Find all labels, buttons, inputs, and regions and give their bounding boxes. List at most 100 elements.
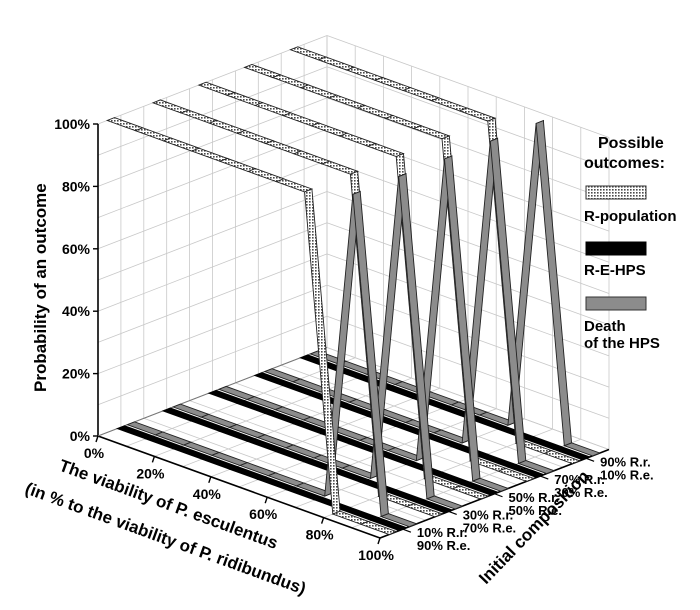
composition-re: 30% R.e. — [554, 485, 607, 500]
legend-swatch-death — [585, 296, 647, 311]
r-population-ribbon — [162, 137, 201, 152]
z-tick-mark — [494, 493, 503, 498]
legend-swatch-r-population — [585, 185, 647, 200]
y-tick-label: 0% — [70, 428, 91, 444]
r-population-ribbon — [197, 81, 236, 96]
r-population-ribbon — [243, 64, 282, 79]
r-population-ribbon — [310, 122, 349, 137]
grid-line — [97, 284, 328, 374]
grid-line — [97, 35, 328, 125]
y-tick-label: 40% — [62, 303, 91, 319]
grid-line — [97, 128, 328, 218]
r-population-ribbon — [320, 160, 359, 175]
death-spike — [398, 173, 435, 500]
legend-title-line2: outcomes: — [584, 155, 665, 172]
legend-label-death-line2: of the HPS — [584, 335, 660, 352]
grid-line — [97, 159, 328, 250]
r-population-ribbon — [401, 87, 440, 102]
r-population-ribbon — [105, 117, 144, 132]
r-population-ribbon — [264, 140, 303, 155]
composition-rr: 30% R.r. — [463, 507, 514, 522]
r-population-ribbon — [338, 132, 377, 147]
composition-re: 50% R.e. — [509, 503, 562, 518]
r-population-ribbon — [412, 125, 451, 140]
death-spike — [352, 190, 389, 518]
r-e-hps-ribbon — [369, 517, 408, 532]
composition-rr: 50% R.r. — [509, 490, 560, 505]
composition-label: 50% R.r. 50% R.e. — [509, 490, 562, 518]
grid-line — [143, 417, 426, 521]
composition-rr: 70% R.r. — [554, 472, 605, 487]
y-tick-label: 80% — [62, 178, 91, 194]
r-population-ribbon — [236, 130, 275, 145]
z-tick-mark — [540, 475, 549, 480]
y-axis-title: Probability of an outcome — [31, 183, 50, 392]
x-tick-label: 60% — [249, 506, 278, 522]
grid-line — [97, 253, 328, 343]
composition-label: 70% R.r. 30% R.e. — [554, 472, 607, 500]
composition-rr: 10% R.r. — [417, 525, 468, 540]
r-population-ribbon — [299, 84, 338, 99]
legend-label-r-e-hps: R-E-HPS — [584, 262, 646, 279]
death-spike — [535, 119, 573, 447]
death-spike — [444, 155, 481, 482]
r-e-hps-ribbon — [507, 463, 546, 478]
grid-line — [326, 222, 610, 326]
x-tick-label: 0% — [84, 445, 105, 461]
z-tick-mark — [448, 510, 457, 516]
x-tick-label: 80% — [306, 527, 335, 543]
r-population-ribbon — [282, 112, 321, 127]
r-population-ribbon — [359, 520, 398, 535]
x-tick-mark — [95, 435, 99, 443]
composition-re: 10% R.e. — [600, 467, 653, 482]
x-tick-mark — [377, 537, 381, 545]
grid-line — [326, 97, 610, 201]
grid-line — [326, 191, 610, 294]
r-population-ribbon — [405, 503, 444, 518]
legend-label-r-population: R-population — [584, 208, 676, 225]
r-population-ribbon — [458, 107, 497, 122]
r-population-ribbon — [366, 142, 405, 157]
y-tick-label: 60% — [62, 241, 91, 257]
grid-line — [326, 35, 610, 138]
r-population-ribbon — [218, 157, 257, 172]
x-tick-label: 40% — [193, 486, 222, 502]
r-population-ribbon — [430, 97, 469, 112]
x-tick-mark — [320, 517, 325, 524]
r-population-ribbon — [384, 115, 423, 130]
r-population-ribbon — [451, 485, 490, 500]
r-population-ribbon — [275, 178, 314, 193]
r-population-ribbon — [289, 46, 328, 61]
r-population-ribbon — [190, 147, 229, 162]
x-tick-mark — [264, 496, 268, 504]
tick-labels: 0% 20% 40% 60% 80% 100% 0% 20% 40% 60% 80% 100% 10% … — [54, 116, 653, 563]
composition-re: 70% R.e. — [463, 520, 516, 535]
r-e-hps-ribbon — [461, 481, 500, 496]
x-axis-line — [97, 435, 381, 539]
x-tick-label: 100% — [358, 547, 394, 563]
r-population-ribbon — [345, 66, 384, 81]
r-population-ribbon — [542, 450, 581, 465]
r-population-ribbon — [497, 467, 536, 482]
grid-line — [97, 191, 328, 281]
x-tick-label: 20% — [136, 465, 165, 481]
r-e-hps-ribbon — [415, 499, 454, 514]
z-tick-mark — [402, 528, 412, 533]
legend-swatch-r-e-hps — [585, 241, 647, 256]
y-tick-label: 20% — [62, 366, 91, 382]
r-population-ribbon — [373, 76, 412, 91]
r-population-ribbon — [151, 99, 190, 114]
r-population-ribbon — [253, 102, 292, 117]
x-tick-mark — [151, 456, 156, 463]
r-population-ribbon — [246, 168, 285, 183]
legend-title-line1: Possible — [598, 135, 664, 152]
r-e-hps-ribbon — [552, 446, 592, 461]
y-tick-label: 100% — [54, 116, 90, 132]
death-spike — [489, 137, 527, 465]
r-population-ribbon — [327, 94, 366, 109]
x-tick-mark — [208, 476, 212, 484]
composition-re: 90% R.e. — [417, 538, 470, 553]
z-tick-mark — [585, 457, 595, 462]
grid-line — [97, 315, 328, 406]
